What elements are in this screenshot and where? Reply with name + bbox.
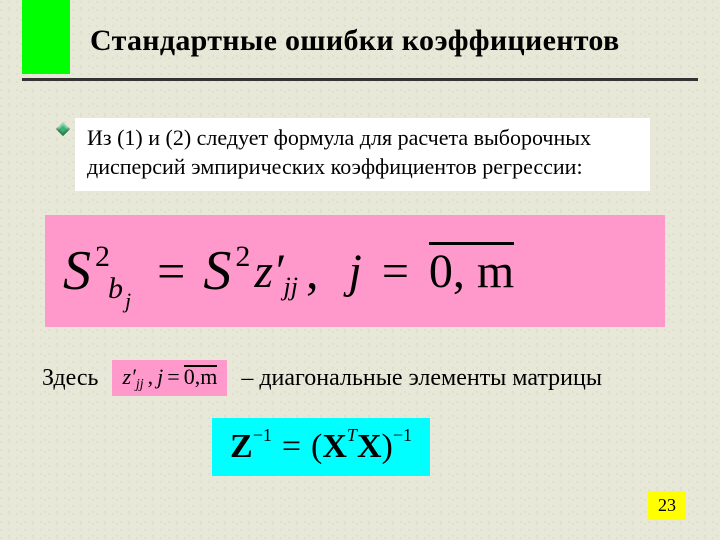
lhs-sub-j: j xyxy=(125,288,131,314)
here-comma: , xyxy=(148,364,154,390)
page-number: 23 xyxy=(648,491,686,520)
lhs-sub-b: b xyxy=(108,272,123,306)
paren-sup: −1 xyxy=(393,425,412,446)
z-eq: = xyxy=(282,428,301,466)
title-rule xyxy=(22,78,698,81)
rhs-z: z′ xyxy=(254,244,283,299)
rhs-S: S xyxy=(203,239,231,303)
rhs-sup: 2 xyxy=(235,240,250,274)
range-overline: 0, m xyxy=(429,244,514,299)
here-label: Здесь xyxy=(42,365,98,392)
slide-title: Стандартные ошибки коэффициентов xyxy=(90,24,619,58)
here-z: z′ xyxy=(122,364,135,390)
here-formula: z′ jj , j = 0,m xyxy=(112,360,227,396)
bullet-icon xyxy=(56,122,70,136)
here-range: 0,m xyxy=(184,364,218,389)
lhs-sup: 2 xyxy=(95,240,110,274)
here-j: j xyxy=(157,364,163,390)
X1: X xyxy=(322,428,347,466)
here-range-overline: 0,m xyxy=(184,364,218,390)
here-z-sub: jj xyxy=(136,377,144,393)
X2: X xyxy=(357,428,382,466)
eq2: = xyxy=(382,245,409,298)
rparen: ) xyxy=(382,428,393,466)
lhs-S: S xyxy=(63,239,91,303)
lparen: ( xyxy=(311,428,322,466)
intro-text-box: Из (1) и (2) следует формула для расчета… xyxy=(75,118,650,191)
rhs-z-sub: jj xyxy=(284,272,298,302)
here-tail: – диагональные элементы матрицы xyxy=(241,365,602,392)
range: 0, m xyxy=(429,245,514,298)
main-formula: S 2 b j = S 2 z′ jj , j = 0, m xyxy=(45,215,665,327)
Z: Z xyxy=(230,428,253,466)
here-eq: = xyxy=(167,364,179,390)
intro-text: Из (1) и (2) следует формула для расчета… xyxy=(87,124,638,181)
here-row: Здесь z′ jj , j = 0,m – диагональные эле… xyxy=(42,360,602,396)
z-matrix-formula: Z −1 = ( X T X ) −1 xyxy=(212,418,430,476)
equals: = xyxy=(157,242,185,300)
accent-block xyxy=(22,0,70,74)
XT: T xyxy=(347,425,357,446)
comma1: , xyxy=(306,242,319,300)
j-var: j xyxy=(348,245,361,298)
Z-sup: −1 xyxy=(253,425,272,446)
